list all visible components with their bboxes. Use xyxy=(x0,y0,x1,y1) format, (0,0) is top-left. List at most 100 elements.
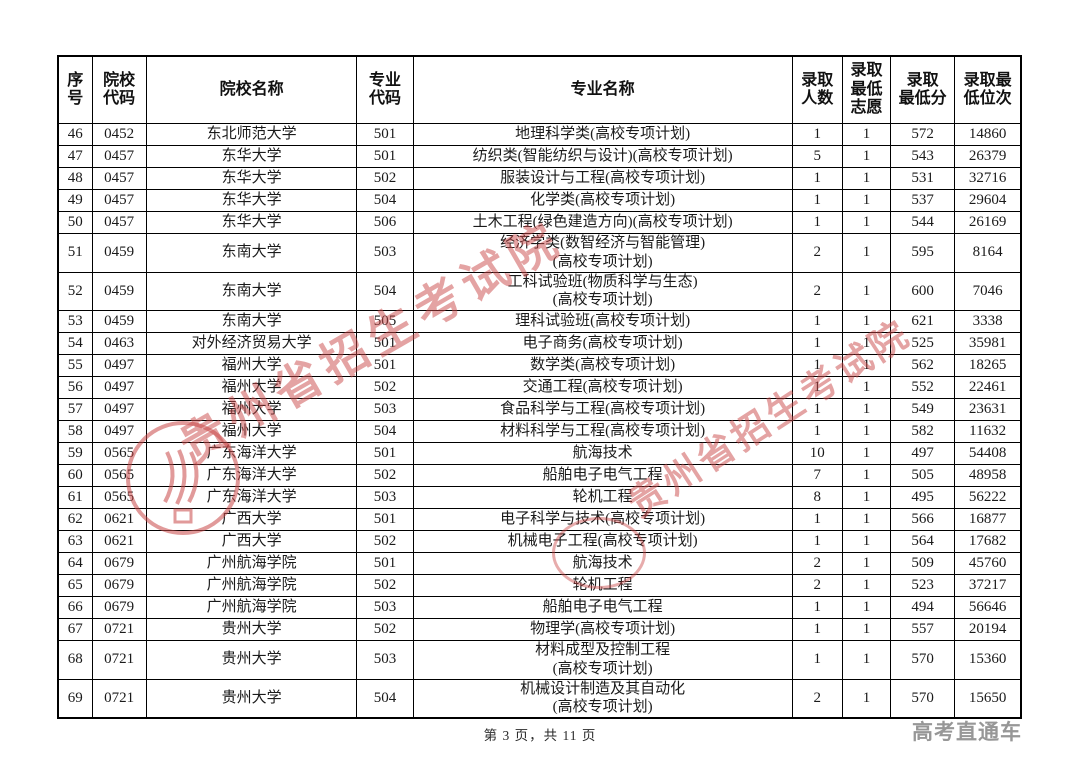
table-body: 46 0452 东北师范大学 501 地理科学类(高校专项计划) 1 1 572 14860 47… xyxy=(57,123,1022,719)
table-cell: 61 xyxy=(57,486,93,509)
table-cell: 服装设计与工程(高校专项计划) xyxy=(412,167,793,190)
table-cell: 0459 xyxy=(91,310,147,333)
table-cell: 497 xyxy=(890,442,956,465)
table-cell: 531 xyxy=(890,167,956,190)
table-cell: 1 xyxy=(841,332,892,355)
table-cell: 0459 xyxy=(91,271,147,311)
table-cell: 1 xyxy=(791,332,843,355)
table-cell: 0457 xyxy=(91,211,147,234)
table-cell: 504 xyxy=(356,678,414,719)
table-cell: 51 xyxy=(57,233,93,273)
table-cell: 贵州大学 xyxy=(145,640,358,680)
table-cell: 1 xyxy=(791,508,843,531)
table-cell: 材料成型及控制工程 (高校专项计划) xyxy=(412,640,793,680)
table-cell: 1 xyxy=(841,618,892,641)
table-cell: 轮机工程 xyxy=(412,486,793,509)
table-cell: 理科试验班(高校专项计划) xyxy=(412,310,793,333)
table-cell: 东北师范大学 xyxy=(145,123,358,146)
table-row: 69 0721 贵州大学 504 机械设计制造及其自动化 (高校专项计划) 2 1 570 15… xyxy=(57,678,1022,719)
table-cell: 48958 xyxy=(954,464,1022,487)
column-header: 序号 xyxy=(57,55,93,124)
table-row: 55 0497 福州大学 501 数学类(高校专项计划) 1 1 562 18265 xyxy=(57,354,1022,377)
table-cell: 67 xyxy=(57,618,93,641)
table-row: 61 0565 广东海洋大学 503 轮机工程 8 1 495 56222 xyxy=(57,486,1022,509)
table-cell: 503 xyxy=(356,640,414,680)
table-cell: 544 xyxy=(890,211,956,234)
table-cell: 广东海洋大学 xyxy=(145,464,358,487)
table-cell: 东华大学 xyxy=(145,211,358,234)
table-cell: 0679 xyxy=(91,596,147,619)
table-cell: 549 xyxy=(890,398,956,421)
table-cell: 1 xyxy=(841,486,892,509)
table-cell: 16877 xyxy=(954,508,1022,531)
table-cell: 8164 xyxy=(954,233,1022,273)
table-cell: 66 xyxy=(57,596,93,619)
table-cell: 0621 xyxy=(91,530,147,553)
table-cell: 50 xyxy=(57,211,93,234)
table-cell: 福州大学 xyxy=(145,376,358,399)
column-header: 录取最 低位次 xyxy=(954,55,1022,124)
table-cell: 56646 xyxy=(954,596,1022,619)
table-cell: 63 xyxy=(57,530,93,553)
table-row: 54 0463 对外经济贸易大学 501 电子商务(高校专项计划) 1 1 525 35981 xyxy=(57,332,1022,355)
table-cell: 501 xyxy=(356,442,414,465)
table-row: 53 0459 东南大学 505 理科试验班(高校专项计划) 1 1 621 3338 xyxy=(57,310,1022,333)
table-row: 56 0497 福州大学 502 交通工程(高校专项计划) 1 1 552 22461 xyxy=(57,376,1022,399)
table-cell: 501 xyxy=(356,123,414,146)
table-cell: 广州航海学院 xyxy=(145,596,358,619)
table-cell: 509 xyxy=(890,552,956,575)
table-cell: 1 xyxy=(791,123,843,146)
table-cell: 广州航海学院 xyxy=(145,574,358,597)
table-cell: 1 xyxy=(841,189,892,212)
table-cell: 2 xyxy=(791,678,843,719)
table-cell: 1 xyxy=(841,464,892,487)
table-cell: 506 xyxy=(356,211,414,234)
table-cell: 1 xyxy=(841,271,892,311)
table-row: 64 0679 广州航海学院 501 航海技术 2 1 509 45760 xyxy=(57,552,1022,575)
table-cell: 土木工程(绿色建造方向)(高校专项计划) xyxy=(412,211,793,234)
table-cell: 55 xyxy=(57,354,93,377)
table-cell: 58 xyxy=(57,420,93,443)
table-cell: 503 xyxy=(356,398,414,421)
table-cell: 503 xyxy=(356,233,414,273)
table-cell: 1 xyxy=(841,442,892,465)
column-header: 录取 人数 xyxy=(791,55,843,124)
header-row: 序号 院校 代码 院校名称 专业 代码 专业名称 录取 人数 录取 最低 志愿 录取 最低分录… xyxy=(57,55,1022,124)
table-cell: 2 xyxy=(791,574,843,597)
table-cell: 贵州大学 xyxy=(145,678,358,719)
table-cell: 23631 xyxy=(954,398,1022,421)
table-row: 65 0679 广州航海学院 502 轮机工程 2 1 523 37217 xyxy=(57,574,1022,597)
page-number: 第 3 页，共 11 页 xyxy=(483,728,597,743)
table-cell: 504 xyxy=(356,420,414,443)
column-header: 专业名称 xyxy=(412,55,793,124)
table-cell: 502 xyxy=(356,464,414,487)
table-cell: 502 xyxy=(356,574,414,597)
table-cell: 1 xyxy=(841,552,892,575)
table-cell: 1 xyxy=(841,640,892,680)
table-cell: 1 xyxy=(841,354,892,377)
table-cell: 东华大学 xyxy=(145,145,358,168)
table-cell: 0721 xyxy=(91,678,147,719)
table-row: 60 0565 广东海洋大学 502 船舶电子电气工程 7 1 505 48958 xyxy=(57,464,1022,487)
table-cell: 505 xyxy=(356,310,414,333)
table-cell: 11632 xyxy=(954,420,1022,443)
table-cell: 502 xyxy=(356,167,414,190)
table-cell: 504 xyxy=(356,189,414,212)
table-cell: 501 xyxy=(356,508,414,531)
table-cell: 机械电子工程(高校专项计划) xyxy=(412,530,793,553)
table-cell: 0457 xyxy=(91,167,147,190)
table-cell: 505 xyxy=(890,464,956,487)
table-cell: 48 xyxy=(57,167,93,190)
table-cell: 地理科学类(高校专项计划) xyxy=(412,123,793,146)
table-cell: 504 xyxy=(356,271,414,311)
column-header: 专业 代码 xyxy=(356,55,414,124)
table-row: 63 0621 广西大学 502 机械电子工程(高校专项计划) 1 1 564 17682 xyxy=(57,530,1022,553)
table-cell: 0565 xyxy=(91,464,147,487)
table-cell: 1 xyxy=(841,530,892,553)
column-header: 院校 代码 xyxy=(91,55,147,124)
table-cell: 525 xyxy=(890,332,956,355)
table-cell: 对外经济贸易大学 xyxy=(145,332,358,355)
table-cell: 交通工程(高校专项计划) xyxy=(412,376,793,399)
table-cell: 1 xyxy=(841,420,892,443)
